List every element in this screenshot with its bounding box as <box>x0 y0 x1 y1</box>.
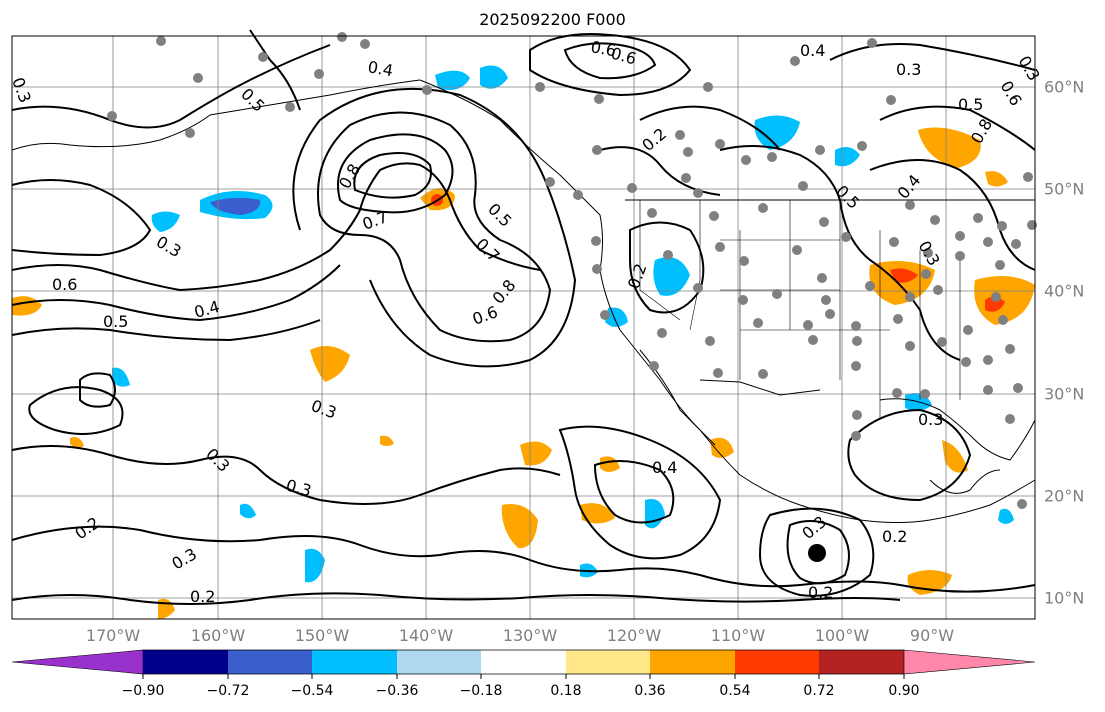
state-borders <box>639 200 961 420</box>
contour-label: 0.2 <box>808 583 833 602</box>
lon-label: 120°W <box>606 626 662 645</box>
colorbar-bin <box>735 650 819 674</box>
contour-label: 0.3 <box>896 60 921 79</box>
coastlines <box>11 79 1036 523</box>
colorbar-bin <box>481 650 566 674</box>
lon-label: 110°W <box>710 626 766 645</box>
contour-label: 0.4 <box>366 57 394 80</box>
lat-label: 10°N <box>1044 588 1085 608</box>
lon-label: 140°W <box>398 626 454 645</box>
contour-label: 0.2 <box>190 587 215 606</box>
colorbar-bin <box>566 650 650 674</box>
lon-label: 170°W <box>85 626 141 645</box>
colorbar-tick-label: 0.18 <box>550 683 582 699</box>
colorbar-tick-label: −0.36 <box>375 683 419 699</box>
map-title: 2025092200 F000 <box>479 10 626 29</box>
lat-label: 30°N <box>1044 384 1085 404</box>
colorbar-tick-label: 0.72 <box>803 683 835 699</box>
colorbar-bin <box>228 650 312 674</box>
lon-label: 130°W <box>502 626 558 645</box>
colorbar-bin <box>819 650 904 674</box>
lon-label: 150°W <box>294 626 350 645</box>
contour-label: 0.4 <box>800 41 825 60</box>
colorbar-tick-label: 0.54 <box>719 683 751 699</box>
colorbar-bin <box>397 650 481 674</box>
colorbar-tick-label: 0.90 <box>888 683 920 699</box>
contour-label: 0.5 <box>103 312 128 331</box>
lon-label: 90°W <box>909 626 955 645</box>
lat-label: 40°N <box>1044 281 1085 301</box>
colorbar-tick-label: −0.18 <box>459 683 503 699</box>
contour-label: 0.2 <box>882 527 907 546</box>
colorbar-bin <box>312 650 397 674</box>
contour-label: 0.6 <box>589 37 617 60</box>
colorbar-min-extend <box>11 649 144 675</box>
lon-label: 160°W <box>190 626 246 645</box>
lat-label: 50°N <box>1044 179 1085 199</box>
colorbar-bin <box>143 650 228 674</box>
colorbar-tick-label: −0.54 <box>290 683 334 699</box>
contour-label: 0.4 <box>652 458 677 477</box>
contour-label: 0.6 <box>52 275 77 294</box>
lat-label: 20°N <box>1044 486 1085 506</box>
contour-label: 0.5 <box>958 95 983 114</box>
storm-marker <box>808 544 826 562</box>
contour-label: 0.3 <box>918 410 943 429</box>
map-frame <box>11 35 1036 620</box>
colorbar-tick-label: −0.90 <box>121 683 165 699</box>
colorbar-max-extend <box>903 649 1036 675</box>
station-dots <box>107 32 1037 509</box>
lat-label: 60°N <box>1044 77 1085 97</box>
colorbar-tick-label: −0.72 <box>206 683 250 699</box>
lon-label: 100°W <box>814 626 870 645</box>
colorbar <box>11 649 1036 679</box>
colorbar-tick-label: 0.36 <box>634 683 666 699</box>
colorbar-bin <box>650 650 735 674</box>
